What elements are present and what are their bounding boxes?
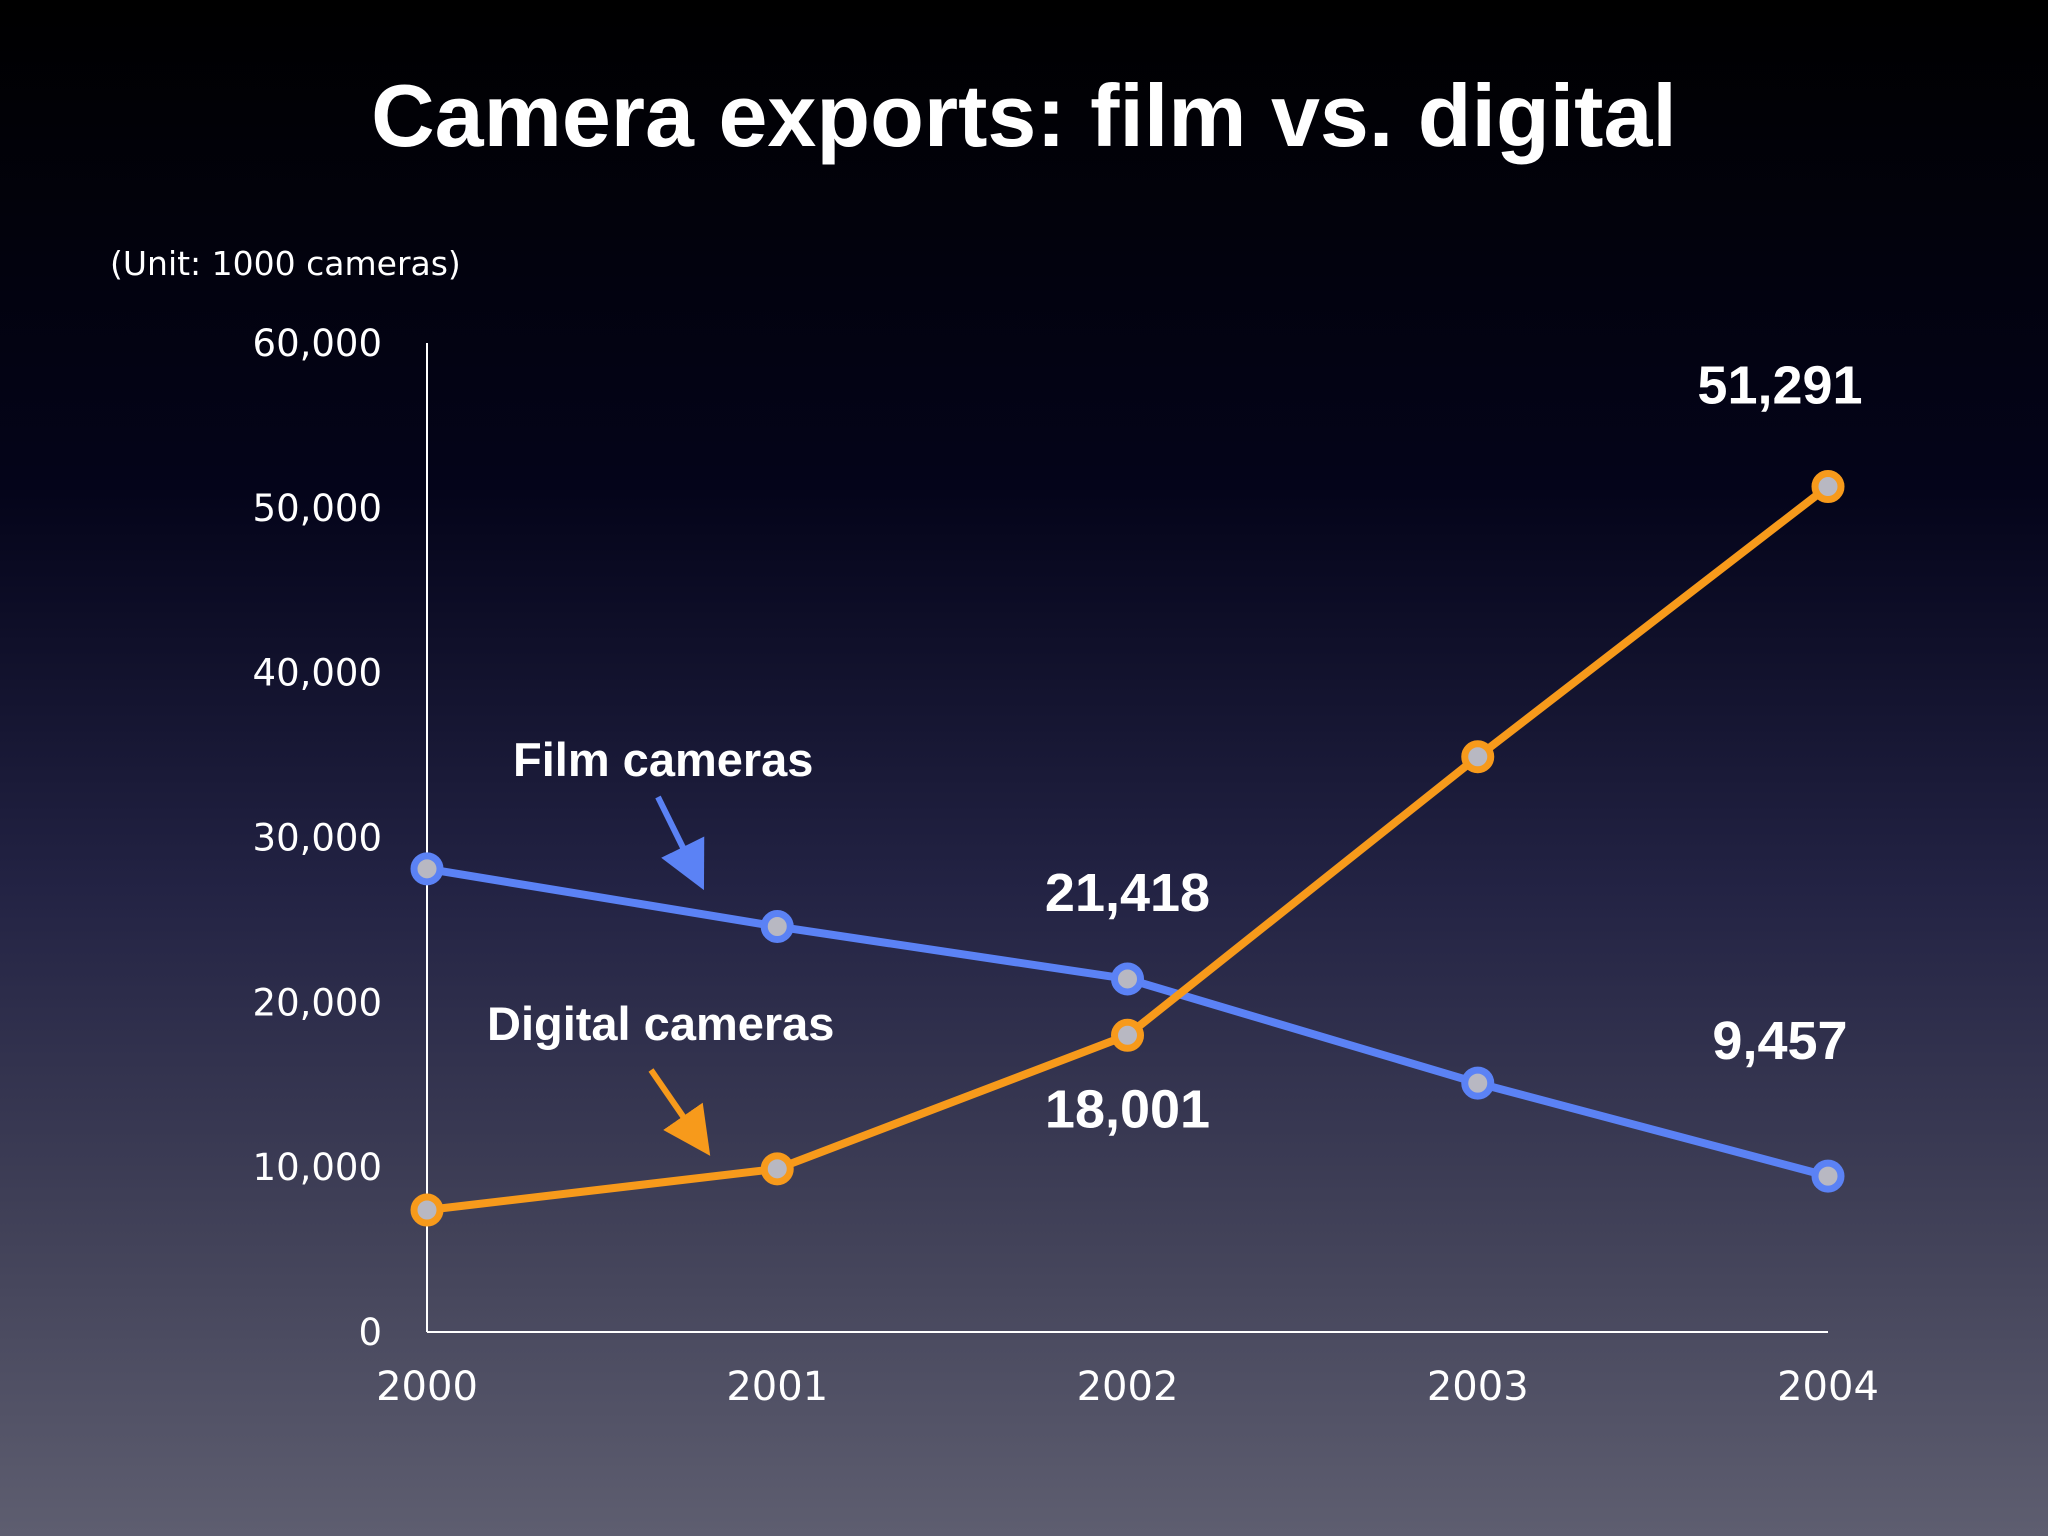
y-tick-label: 40,000	[253, 652, 382, 695]
series-label-digital-cameras: Digital cameras	[487, 997, 834, 1050]
data-labels: 21,418 9,457 18,001 51,291	[1045, 356, 1863, 1140]
y-tick-label: 10,000	[253, 1146, 382, 1189]
data-point-film-cameras	[760, 910, 794, 944]
y-tick-labels: 0 10,000 20,000 30,000 40,000 50,000 60,000	[253, 322, 382, 1354]
y-tick-label: 30,000	[253, 817, 382, 860]
data-point-film-cameras	[1811, 1159, 1845, 1193]
data-point-digital-cameras	[1461, 740, 1495, 774]
y-tick-label: 0	[358, 1311, 382, 1354]
data-point-digital-cameras	[760, 1152, 794, 1186]
film-cameras-arrow-icon	[655, 795, 705, 891]
data-label-film-cameras: 9,457	[1712, 1011, 1847, 1071]
x-tick-label: 2002	[1077, 1364, 1179, 1410]
data-label-digital-cameras: 18,001	[1045, 1079, 1210, 1139]
unit-note: (Unit: 1000 cameras)	[110, 244, 461, 283]
axes	[426, 343, 1828, 1333]
x-tick-label: 2003	[1427, 1364, 1529, 1410]
data-point-digital-cameras	[1111, 1018, 1144, 1052]
x-tick-labels: 2000 2001 2002 2003 2004	[376, 1364, 1879, 1410]
y-tick-label: 50,000	[253, 487, 382, 530]
x-tick-label: 2000	[376, 1364, 478, 1410]
digital-cameras-arrow-icon	[648, 1068, 711, 1156]
y-tick-label: 60,000	[253, 322, 382, 365]
data-point-film-cameras	[1461, 1066, 1495, 1100]
data-point-film-cameras	[1111, 962, 1144, 996]
chart-title: Camera exports: film vs. digital	[371, 66, 1677, 165]
series-points	[410, 470, 1845, 1227]
data-label-digital-cameras: 51,291	[1697, 356, 1862, 416]
data-label-film-cameras: 21,418	[1045, 863, 1210, 923]
series-labels: Film cameras Digital cameras	[487, 733, 834, 1156]
x-tick-label: 2001	[726, 1364, 828, 1410]
data-point-digital-cameras	[410, 1193, 444, 1227]
series-label-film-cameras: Film cameras	[513, 733, 813, 786]
y-tick-label: 20,000	[253, 981, 382, 1024]
data-point-film-cameras	[410, 852, 444, 886]
x-tick-label: 2004	[1777, 1364, 1879, 1410]
data-point-digital-cameras	[1811, 470, 1845, 504]
